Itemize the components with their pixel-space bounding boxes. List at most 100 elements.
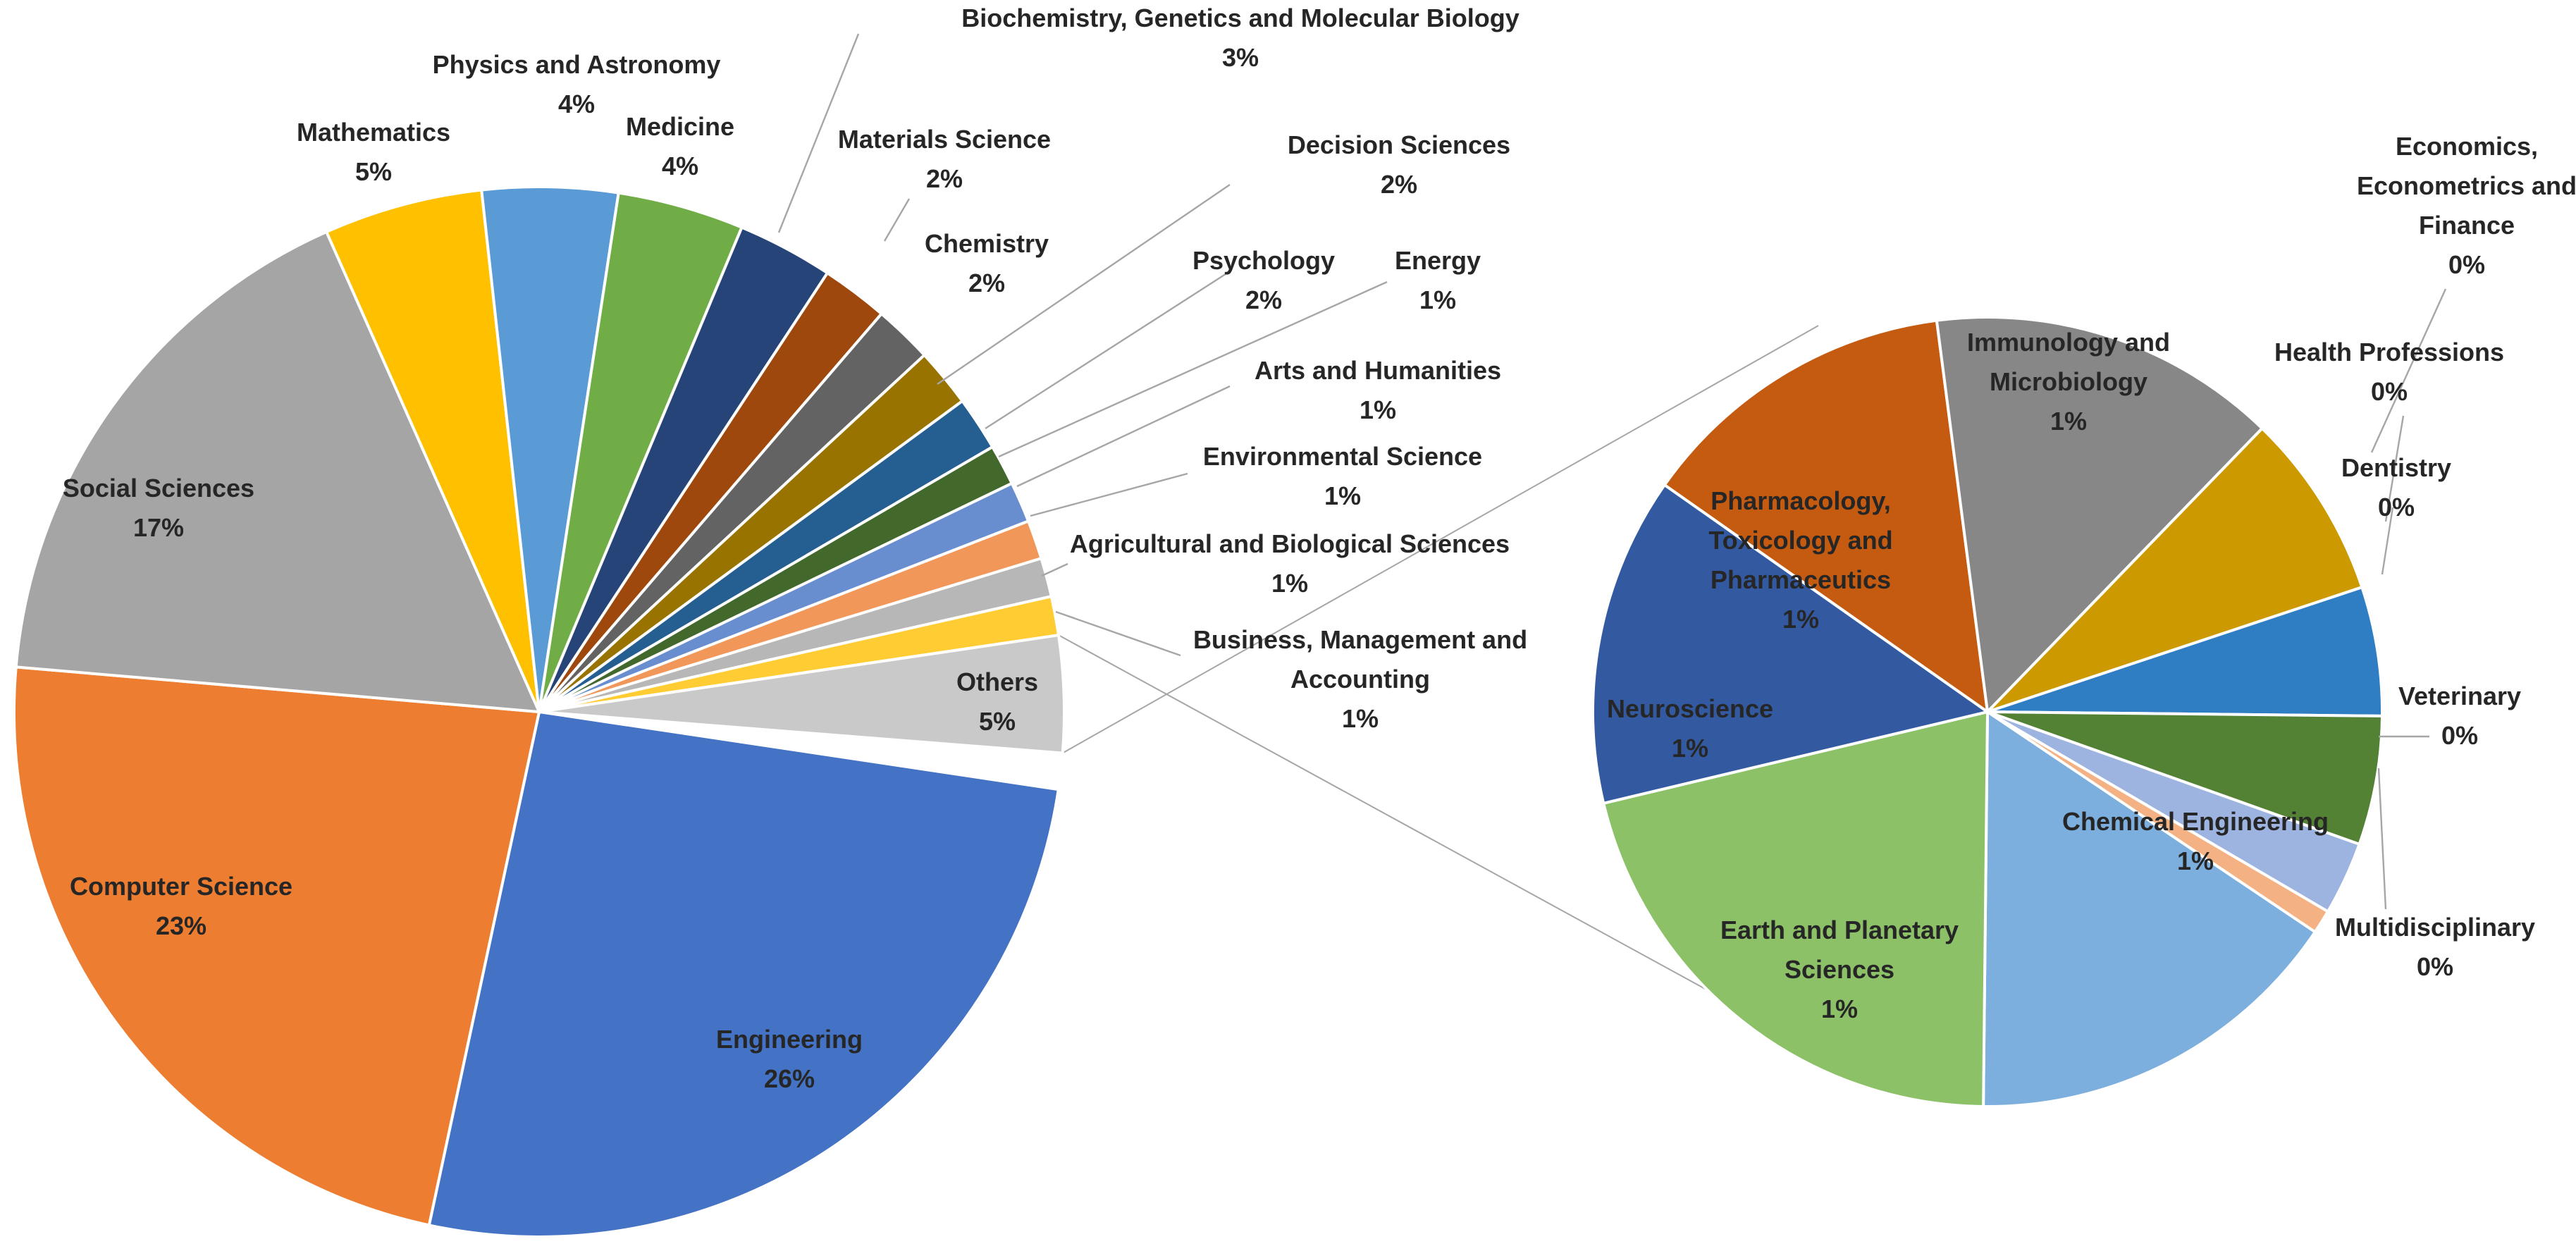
percent-label: 0% bbox=[2448, 250, 2485, 279]
category-name: Physics and Astronomy bbox=[433, 50, 721, 79]
label-pharmacology-toxicology-and-pharmaceutics: Pharmacology, Toxicology and Pharmaceutics… bbox=[1708, 486, 1892, 634]
category-name: Engineering bbox=[716, 1025, 863, 1054]
connector-line-top bbox=[1062, 325, 1819, 754]
category-name: Social Sciences bbox=[63, 474, 254, 503]
label-economics-econometrics-and-finance: Economics, Econometrics and Finance 0% bbox=[2357, 132, 2576, 279]
category-name: Computer Science bbox=[70, 872, 292, 901]
category-name: Biochemistry, Genetics and Molecular Bio… bbox=[961, 4, 1520, 32]
pie-connector-lines bbox=[1058, 325, 1819, 1044]
slice-earth-and-planetary-sciences bbox=[1601, 710, 1990, 1109]
percent-label: 1% bbox=[1324, 481, 1361, 510]
label-agricultural-and-biological-sciences: Agricultural and Biological Sciences 1% bbox=[1070, 529, 1510, 598]
leader-line-business-management-and-accounting bbox=[1055, 610, 1181, 657]
main-pie bbox=[12, 185, 1066, 1238]
slice-multidisciplinary bbox=[1986, 710, 2330, 935]
slice-social-sciences bbox=[14, 230, 542, 714]
percent-label: 1% bbox=[1782, 605, 1819, 634]
leader-line-energy bbox=[998, 281, 1388, 458]
label-health-professions: Health Professions 0% bbox=[2274, 338, 2504, 406]
slice-health-professions bbox=[1987, 585, 2384, 717]
label-business-management-and-accounting: Business, Management and Accounting 1% bbox=[1193, 625, 1527, 733]
label-veterinary: Veterinary 0% bbox=[2398, 682, 2521, 750]
percent-label: 1% bbox=[2177, 846, 2214, 875]
category-name: Psychology bbox=[1193, 246, 1335, 275]
slice-medicine bbox=[538, 191, 744, 713]
percent-label: 0% bbox=[2417, 952, 2453, 981]
percent-label: 1% bbox=[1419, 285, 1456, 314]
percent-label: 2% bbox=[1245, 285, 1282, 314]
label-psychology: Psychology 2% bbox=[1193, 246, 1335, 314]
category-name: Chemical Engineering bbox=[2062, 807, 2329, 836]
label-energy: Energy 1% bbox=[1395, 246, 1481, 314]
category-name: Multidisciplinary bbox=[2335, 913, 2535, 942]
category-name: Pharmacology, Toxicology and Pharmaceutics bbox=[1708, 486, 1892, 594]
slice-dentistry bbox=[1987, 710, 2384, 846]
percent-label: 2% bbox=[968, 269, 1005, 297]
category-name: Medicine bbox=[626, 112, 734, 141]
slice-pharmacology-toxicology-and-pharmaceutics bbox=[1663, 319, 1990, 715]
percent-label: 0% bbox=[2441, 721, 2478, 750]
leader-line-dentistry bbox=[2381, 507, 2394, 575]
percent-label: 0% bbox=[2378, 493, 2415, 522]
leader-line-health-professions bbox=[2384, 415, 2405, 522]
label-dentistry: Dentistry 0% bbox=[2341, 453, 2451, 522]
percent-label: 4% bbox=[662, 152, 698, 180]
percent-label: 23% bbox=[156, 911, 207, 940]
label-immunology-and-microbiology: Immunology and Microbiology 1% bbox=[1967, 328, 2170, 436]
leader-line-psychology bbox=[985, 270, 1231, 430]
category-name: Arts and Humanities bbox=[1255, 356, 1501, 385]
leader-line-biochemistry-genetics-and-molecular-biology bbox=[777, 33, 860, 233]
category-name: Mathematics bbox=[297, 118, 450, 147]
label-environmental-science: Environmental Science 1% bbox=[1203, 442, 1482, 510]
category-name: Others bbox=[956, 667, 1038, 696]
leader-line-economics-econometrics-and-finance bbox=[2370, 288, 2447, 453]
label-social-sciences: Social Sciences 17% bbox=[63, 474, 254, 542]
label-medicine: Medicine 4% bbox=[626, 112, 734, 180]
category-name: Decision Sciences bbox=[1288, 130, 1510, 159]
label-physics-and-astronomy: Physics and Astronomy 4% bbox=[433, 50, 721, 118]
label-chemical-engineering: Chemical Engineering 1% bbox=[2062, 807, 2329, 875]
leader-line-multidisciplinary bbox=[2377, 768, 2387, 910]
connector-line-bottom bbox=[1058, 634, 1805, 1044]
percent-label: 1% bbox=[1672, 734, 1708, 763]
percent-label: 3% bbox=[1222, 43, 1259, 72]
label-decision-sciences: Decision Sciences 2% bbox=[1288, 130, 1510, 199]
slice-engineering bbox=[427, 710, 1061, 1238]
category-name: Earth and Planetary Sciences bbox=[1720, 916, 1959, 984]
percent-label: 2% bbox=[1381, 170, 1417, 199]
leader-line-environmental-science bbox=[1030, 472, 1188, 517]
label-earth-and-planetary-sciences: Earth and Planetary Sciences 1% bbox=[1720, 916, 1959, 1023]
leader-line-arts-and-humanities bbox=[1016, 385, 1231, 488]
leader-line-agricultural-and-biological-sciences bbox=[1041, 562, 1068, 577]
percent-label: 1% bbox=[2050, 407, 2087, 436]
label-engineering: Engineering 26% bbox=[716, 1025, 863, 1093]
label-mathematics: Mathematics 5% bbox=[297, 118, 450, 186]
slice-physics-and-astronomy bbox=[479, 185, 620, 713]
slice-others bbox=[538, 633, 1066, 755]
category-name: Business, Management and Accounting bbox=[1193, 625, 1527, 694]
slice-computer-science bbox=[12, 665, 541, 1227]
label-arts-and-humanities: Arts and Humanities 1% bbox=[1255, 356, 1501, 424]
percent-label: 26% bbox=[764, 1064, 815, 1093]
category-name: Economics, Econometrics and Finance bbox=[2357, 132, 2576, 240]
category-name: Materials Science bbox=[838, 125, 1051, 154]
label-biochemistry-genetics-and-molecular-biology: Biochemistry, Genetics and Molecular Bio… bbox=[961, 4, 1520, 72]
leader-lines bbox=[777, 33, 2447, 910]
category-name: Agricultural and Biological Sciences bbox=[1070, 529, 1510, 558]
label-materials-science: Materials Science 2% bbox=[838, 125, 1051, 193]
percent-label: 1% bbox=[1342, 704, 1379, 733]
percent-label: 5% bbox=[355, 157, 392, 186]
category-name: Chemistry bbox=[925, 229, 1049, 258]
percent-label: 17% bbox=[133, 513, 184, 542]
category-name: Immunology and Microbiology bbox=[1967, 328, 2170, 396]
category-name: Health Professions bbox=[2274, 338, 2504, 366]
leader-line-materials-science bbox=[883, 198, 911, 242]
percent-label: 1% bbox=[1821, 994, 1858, 1023]
slice-neuroscience bbox=[1591, 483, 1991, 806]
slice-immunology-and-microbiology bbox=[1935, 316, 2264, 715]
label-chemistry: Chemistry 2% bbox=[925, 229, 1049, 297]
percent-label: 4% bbox=[558, 90, 595, 118]
category-name: Energy bbox=[1395, 246, 1481, 275]
label-multidisciplinary: Multidisciplinary 0% bbox=[2335, 913, 2535, 981]
